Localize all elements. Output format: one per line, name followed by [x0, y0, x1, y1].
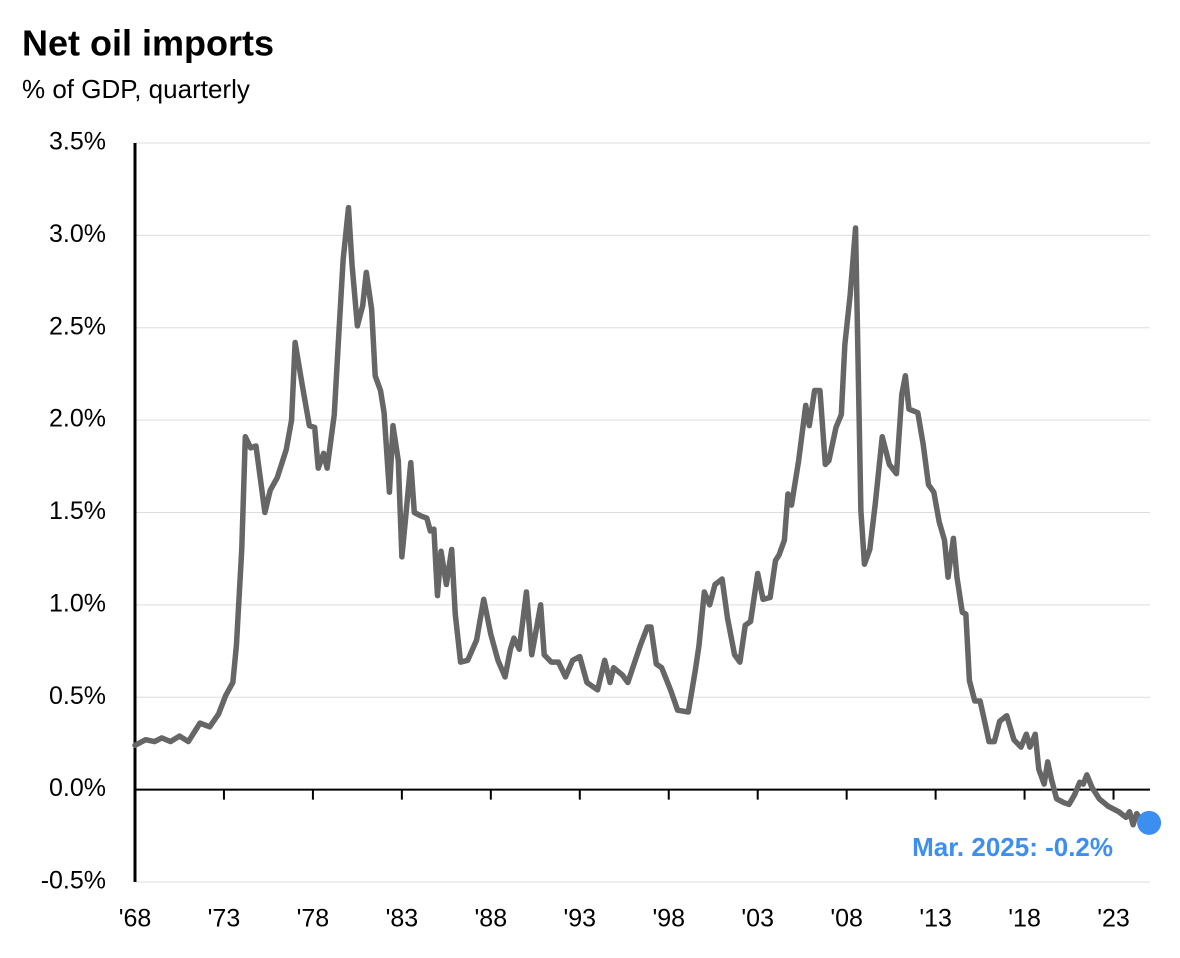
- y-tick-label: 3.5%: [49, 128, 106, 156]
- x-tick-label: '18: [1008, 905, 1041, 933]
- y-tick-label: 1.5%: [49, 497, 106, 525]
- y-tick-label: 3.0%: [49, 220, 106, 248]
- x-tick-label: '93: [563, 905, 596, 933]
- y-tick-label: 1.0%: [49, 589, 106, 617]
- x-tick-label: '03: [741, 905, 774, 933]
- chart-subtitle: % of GDP, quarterly: [22, 74, 250, 104]
- y-tick-label: -0.5%: [41, 867, 106, 895]
- data-line: [132, 204, 1152, 828]
- x-tick-label: '08: [830, 905, 863, 933]
- x-tick-label: '23: [1097, 905, 1130, 933]
- x-tick-label: '73: [208, 905, 241, 933]
- chart-title: Net oil imports: [22, 23, 274, 64]
- latest-point: [1137, 810, 1162, 835]
- x-tick-label: '88: [475, 905, 508, 933]
- y-tick-label: 2.5%: [49, 312, 106, 340]
- y-tick-label: 0.5%: [49, 682, 106, 710]
- y-tick-label: 0.0%: [49, 774, 106, 802]
- x-tick-label: '98: [652, 905, 685, 933]
- x-tick-label: '13: [919, 905, 952, 933]
- x-tick-label: '83: [386, 905, 419, 933]
- x-tick-label: '78: [297, 905, 330, 933]
- x-tick-label: '68: [119, 905, 152, 933]
- y-tick-label: 2.0%: [49, 405, 106, 433]
- annotation: Mar. 2025: -0.2%: [912, 832, 1113, 862]
